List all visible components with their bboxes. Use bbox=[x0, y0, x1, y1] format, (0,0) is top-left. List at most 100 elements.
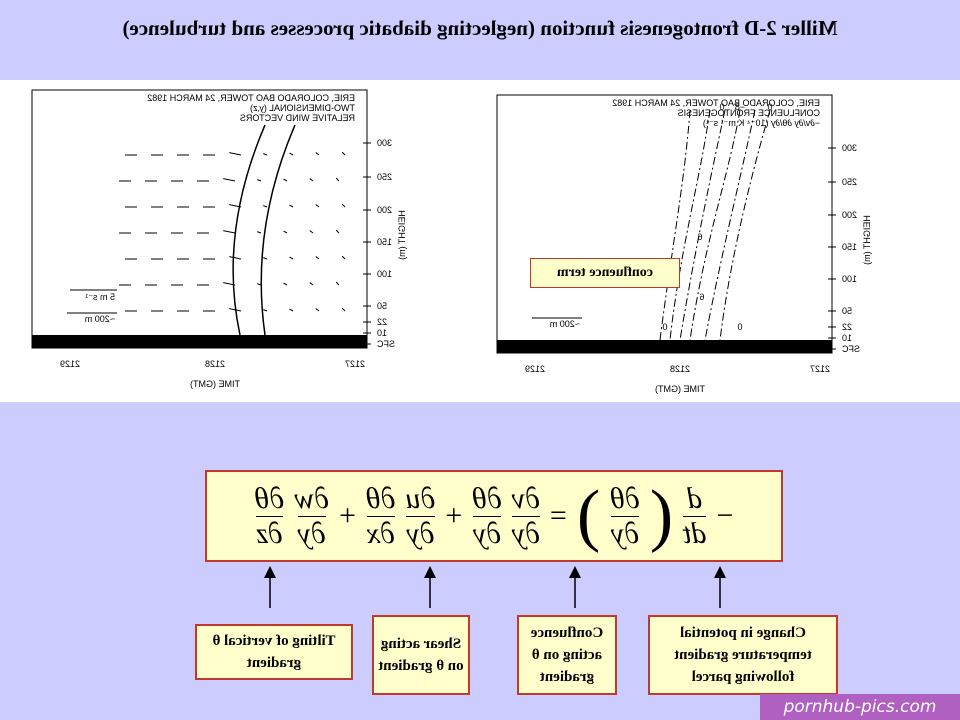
height-tick: 250 bbox=[842, 177, 857, 187]
height-tick: 150 bbox=[377, 237, 392, 247]
contour-label: 0 bbox=[662, 322, 667, 332]
height-tick: 22 bbox=[842, 322, 852, 332]
height-tick: 300 bbox=[842, 143, 857, 153]
denominator: ∂y bbox=[610, 515, 640, 551]
plot-caption: TWO-DIMENSIONAL (y,z) bbox=[250, 103, 355, 113]
denominator: dt bbox=[683, 515, 707, 551]
annotation: confluence term bbox=[530, 258, 680, 288]
fraction: ∂θ ∂z bbox=[254, 481, 285, 551]
contour-label: 6 bbox=[697, 232, 702, 242]
fraction: ∂θ ∂y bbox=[472, 482, 502, 551]
time-tick: 2127 bbox=[345, 359, 365, 369]
wind-vector bbox=[257, 283, 262, 286]
operator: = bbox=[549, 499, 567, 532]
wind-vector bbox=[341, 151, 346, 156]
time-tick: 2128 bbox=[205, 359, 225, 369]
denominator: ∂y bbox=[511, 515, 540, 551]
contour bbox=[689, 109, 741, 341]
operator: ) bbox=[576, 477, 601, 554]
wind-vector bbox=[223, 282, 236, 286]
wind-vector bbox=[309, 230, 314, 234]
wind-vector bbox=[309, 282, 314, 286]
speed-label: 5 m s⁻¹ bbox=[85, 292, 115, 302]
fraction: ∂θ ∂y bbox=[610, 482, 640, 551]
fraction: ∂w ∂y bbox=[294, 482, 329, 551]
fraction: ∂u ∂y bbox=[405, 481, 436, 551]
height-tick: 22 bbox=[377, 317, 387, 327]
numerator: ∂θ bbox=[472, 481, 502, 515]
scale-label: ~200 m bbox=[85, 314, 115, 324]
wind-vector bbox=[335, 281, 340, 286]
wind-vector bbox=[341, 307, 346, 312]
numerator: ∂u bbox=[405, 481, 436, 515]
fraction: ∂θ ∂x bbox=[366, 482, 396, 551]
denominator: ∂z bbox=[256, 515, 283, 551]
wind-vector bbox=[257, 179, 262, 182]
watermark: pornhub-pics.com bbox=[760, 694, 960, 720]
wind-vector bbox=[315, 256, 320, 260]
wind-vector bbox=[335, 229, 340, 234]
ground bbox=[32, 335, 367, 348]
plot-caption: ERIE, COLORADO BAO TOWER, 24 MARCH 1982 bbox=[147, 93, 355, 103]
time-tick: 2128 bbox=[670, 364, 690, 374]
numerator: ∂v bbox=[511, 481, 540, 515]
numerator: ∂θ bbox=[254, 481, 285, 515]
wind-vector bbox=[341, 255, 346, 260]
numerator: ∂θ bbox=[610, 481, 640, 515]
operator: − bbox=[716, 499, 734, 532]
denominator: ∂x bbox=[366, 515, 395, 551]
denominator: ∂y bbox=[297, 515, 326, 551]
contour-label: 0 bbox=[767, 102, 772, 112]
operator: + bbox=[339, 499, 356, 532]
wind-vector bbox=[289, 152, 294, 156]
axis-label: HEIGHT (m) bbox=[397, 210, 407, 260]
height-tick: 200 bbox=[842, 210, 857, 220]
label-box: Shear acting on θ gradient bbox=[372, 615, 470, 695]
wind-vector bbox=[229, 308, 242, 312]
wind-vector bbox=[229, 204, 242, 208]
front-line bbox=[260, 124, 296, 336]
wind-vector bbox=[315, 308, 320, 312]
label-box: Change in potential temperature gradient… bbox=[648, 615, 838, 695]
wind-vector bbox=[263, 309, 268, 312]
wind-vector bbox=[341, 203, 346, 208]
time-tick: 2129 bbox=[60, 359, 80, 369]
wind-vector bbox=[289, 204, 294, 208]
contour-label: 0 bbox=[719, 102, 724, 112]
height-tick: 200 bbox=[377, 205, 392, 215]
contour bbox=[704, 109, 756, 341]
wind-vector bbox=[289, 256, 294, 260]
contour bbox=[659, 109, 691, 341]
height-tick: SFC bbox=[376, 339, 395, 349]
contour bbox=[719, 109, 771, 341]
numerator: ∂w bbox=[294, 481, 330, 515]
height-tick: 250 bbox=[377, 172, 392, 182]
height-tick: 10 bbox=[377, 328, 387, 338]
contour-label: 0 bbox=[737, 322, 742, 332]
wind-vector bbox=[283, 282, 288, 286]
plot-caption: ERIE, COLORADO BAO TOWER, 24 MARCH 1982 bbox=[612, 98, 820, 108]
frame bbox=[496, 94, 833, 354]
numerator: ∂θ bbox=[365, 481, 396, 515]
denominator: ∂y bbox=[406, 515, 435, 551]
fraction: ∂v ∂y bbox=[511, 481, 540, 551]
time-tick: 2129 bbox=[525, 364, 545, 374]
wind-vector bbox=[315, 152, 320, 156]
wind-vector bbox=[223, 230, 236, 234]
height-tick: 50 bbox=[377, 301, 387, 311]
height-tick: 10 bbox=[842, 333, 852, 343]
plot-caption: −∂v/∂y ∂θ/∂y (10⁻⁴ K m⁻¹ s⁻¹) bbox=[703, 118, 820, 128]
height-tick: 100 bbox=[842, 274, 857, 284]
plot-caption: CONFLUENCE FRONTOGENESIS bbox=[678, 108, 820, 118]
ground bbox=[497, 340, 832, 353]
wind-vector bbox=[229, 152, 242, 156]
wind-vector bbox=[263, 153, 268, 156]
plot-caption: RELATIVE WIND VECTORS bbox=[240, 113, 355, 123]
denominator: ∂y bbox=[473, 515, 502, 551]
operator: ( bbox=[649, 477, 674, 554]
wind-vector bbox=[289, 308, 294, 312]
wind-vector bbox=[223, 178, 236, 182]
